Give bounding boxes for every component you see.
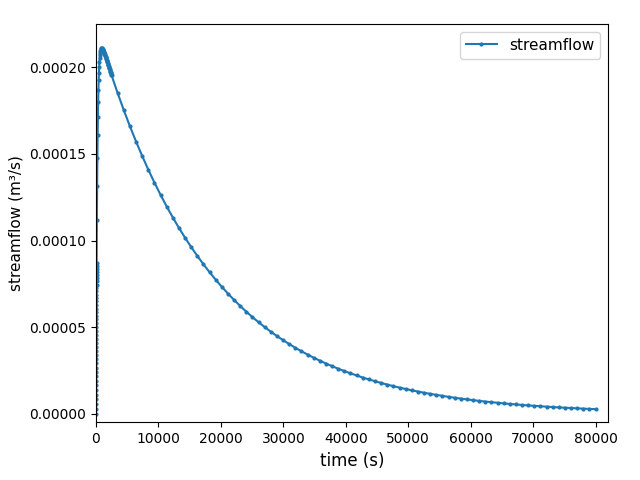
streamflow <box>249 314 257 320</box>
streamflow <box>531 403 538 409</box>
Legend: streamflow: streamflow <box>460 32 600 59</box>
X-axis label: time (s): time (s) <box>320 452 384 469</box>
streamflow <box>99 47 107 52</box>
streamflow <box>105 65 113 71</box>
streamflow <box>92 411 100 417</box>
Y-axis label: streamflow (m³/s): streamflow (m³/s) <box>9 155 24 291</box>
streamflow <box>93 292 100 298</box>
streamflow <box>98 46 106 51</box>
streamflow <box>390 384 397 389</box>
streamflow <box>591 406 599 412</box>
Line: streamflow: streamflow <box>93 46 598 417</box>
